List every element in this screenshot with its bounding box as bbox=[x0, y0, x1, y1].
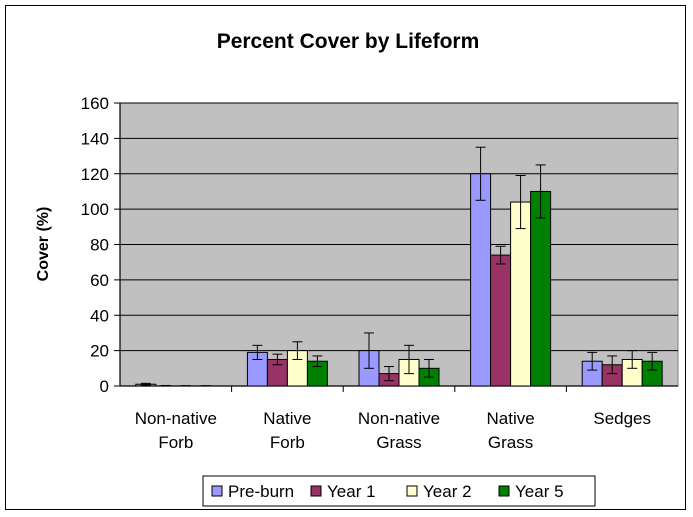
y-tick-label: 100 bbox=[81, 200, 109, 219]
bar-pre-burn bbox=[470, 173, 492, 387]
legend-swatch bbox=[211, 485, 223, 497]
plot-area: 0 20 40 60 80 100 120 140 160 Non-native Forb Nativ… bbox=[81, 94, 679, 452]
bar-year-5 bbox=[530, 190, 552, 387]
y-tick-label: 120 bbox=[81, 165, 109, 184]
x-tick-label: Non-native Grass bbox=[358, 409, 440, 452]
y-tick-label: 80 bbox=[90, 236, 109, 255]
bar-year-2 bbox=[510, 201, 532, 387]
bar-year-1 bbox=[490, 254, 512, 387]
x-tick-label: Native Grass bbox=[487, 409, 535, 452]
bar-chart: Percent Cover by Lifeform Cover (%) 0 20 4… bbox=[35, 30, 679, 507]
legend: Pre-burn Year 1 Year 2 Year 5 bbox=[202, 475, 596, 507]
legend-swatch bbox=[310, 485, 322, 497]
legend-label: Year 1 bbox=[327, 482, 376, 501]
legend-label: Pre-burn bbox=[228, 482, 294, 501]
legend-label: Year 2 bbox=[423, 482, 472, 501]
legend-swatch bbox=[406, 485, 418, 497]
chart-frame: Percent Cover by Lifeform Cover (%) 0 20 4… bbox=[5, 5, 686, 510]
y-tick-label: 20 bbox=[90, 342, 109, 361]
y-tick-label: 60 bbox=[90, 271, 109, 290]
legend-label: Year 5 bbox=[515, 482, 564, 501]
y-tick-label: 40 bbox=[90, 306, 109, 325]
y-tick-label: 140 bbox=[81, 129, 109, 148]
y-tick-label: 160 bbox=[81, 94, 109, 113]
legend-swatch bbox=[498, 485, 510, 497]
x-tick-label: Sedges bbox=[593, 409, 651, 428]
x-tick-label: Native Forb bbox=[263, 409, 311, 452]
chart-title: Percent Cover by Lifeform bbox=[217, 30, 480, 53]
y-axis-label: Cover (%) bbox=[35, 207, 52, 282]
x-tick-label: Non-native Forb bbox=[135, 409, 217, 452]
y-tick-label: 0 bbox=[100, 377, 109, 396]
legend-box bbox=[202, 475, 596, 507]
